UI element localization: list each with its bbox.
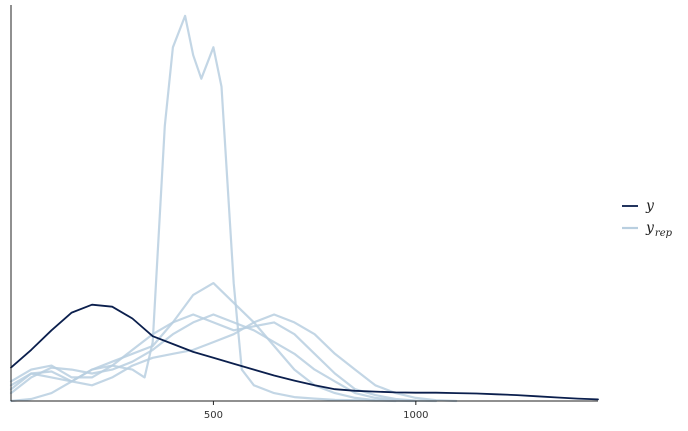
series-line-yrep-4 (9, 313, 458, 403)
series-line-y (10, 303, 599, 401)
series-line-yrep-5 (9, 282, 397, 403)
series-line-yrep-1 (9, 14, 417, 403)
series-line-yrep-3 (9, 313, 417, 403)
legend-item-y-rep: yrep (622, 220, 673, 239)
legend: y yrep (622, 198, 673, 239)
legend-label-y: y (645, 198, 655, 214)
series-layer (9, 14, 599, 403)
legend-label-y-rep: yrep (645, 220, 673, 239)
x-tick-label: 1000 (403, 410, 428, 421)
x-axis-ticks: 500 1000 (204, 401, 429, 421)
x-tick-label: 500 (204, 410, 223, 421)
legend-item-y: y (622, 198, 655, 214)
series-line-yrep-2 (9, 313, 438, 403)
